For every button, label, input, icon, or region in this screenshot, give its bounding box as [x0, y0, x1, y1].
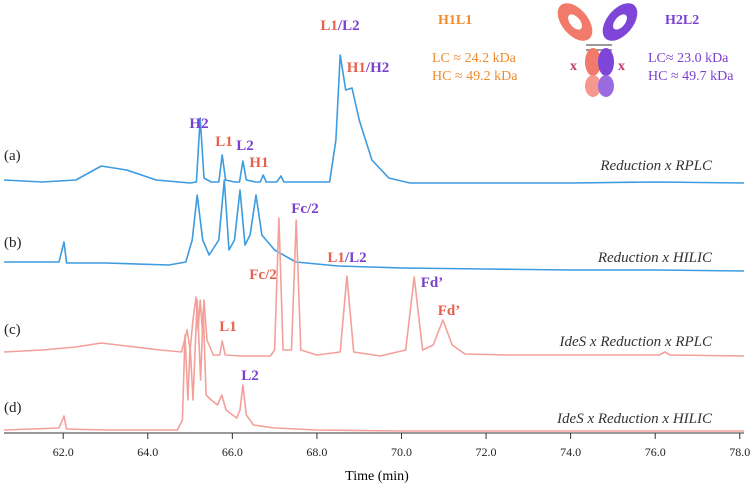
peak-label-part: / — [365, 60, 371, 76]
x-axis-label: Time (min) — [345, 469, 409, 484]
trace-label: (c) — [4, 322, 21, 338]
trace-label: (b) — [4, 235, 22, 251]
peak-label-part: L1 — [320, 18, 338, 34]
antibody-icon: x x — [557, 3, 638, 97]
peak-label-part: L1 — [215, 134, 233, 150]
inset-right-title: H2L2 — [665, 13, 699, 28]
peak-label-part: Fd’ — [438, 303, 461, 319]
trace-name: Reduction x HILIC — [597, 250, 713, 266]
x-tick-label: 70.0 — [391, 445, 412, 459]
peak-label-part: L2 — [342, 18, 360, 34]
peak-label: H1 — [249, 155, 268, 171]
peak-label-part: H1 — [249, 155, 268, 171]
peak-label-part: L2 — [236, 138, 254, 154]
peak-label: L2 — [241, 368, 259, 384]
peak-label: L2 — [236, 138, 254, 154]
trace-label: (a) — [4, 148, 21, 164]
inset-left-lc: LC ≈ 24.2 kDa — [432, 51, 517, 66]
inset-right-lc: LC≈ 23.0 kDa — [648, 51, 729, 66]
peak-label: L1/L2 — [327, 250, 366, 266]
trace-label: (d) — [4, 400, 22, 416]
svg-text:x: x — [570, 59, 577, 74]
x-tick-label: 76.0 — [645, 445, 666, 459]
peak-label: L1 — [215, 134, 233, 150]
trace — [4, 179, 745, 272]
x-tick-label: 64.0 — [137, 445, 158, 459]
trace-name: Reduction x RPLC — [599, 158, 713, 174]
peak-label-part: Fc/2 — [291, 201, 319, 217]
trace — [3, 217, 745, 357]
inset-left-hc: HC ≈ 49.2 kDa — [432, 69, 518, 84]
peak-label-part: L1 — [327, 250, 345, 266]
x-tick-label: 66.0 — [222, 445, 243, 459]
peak-label-part: L1 — [219, 319, 237, 335]
inset-right-hc: HC ≈ 49.7 kDa — [648, 69, 734, 84]
peak-label: L1/L2 — [320, 18, 359, 34]
peak-label-part: / — [344, 250, 350, 266]
trace-name: IdeS x Reduction x HILIC — [556, 411, 713, 427]
peak-label: Fd’ — [421, 275, 444, 291]
trace — [3, 299, 744, 432]
peak-label-part: H2 — [370, 60, 389, 76]
peak-label-part: L2 — [241, 368, 259, 384]
peak-label: Fc/2 — [249, 267, 277, 283]
peak-label-part: Fd’ — [421, 275, 444, 291]
peak-label: H1/H2 — [347, 60, 390, 76]
x-tick-label: 62.0 — [53, 445, 74, 459]
inset-left-title: H1L1 — [438, 13, 472, 28]
peak-label: H2 — [189, 116, 208, 132]
peak-label-part: / — [337, 18, 343, 34]
peak-label: Fd’ — [438, 303, 461, 319]
peak-label: Fc/2 — [291, 201, 319, 217]
trace — [3, 54, 745, 184]
x-tick-label: 72.0 — [476, 445, 497, 459]
trace-name: IdeS x Reduction x RPLC — [559, 334, 713, 350]
x-tick-label: 74.0 — [560, 445, 581, 459]
peak-label-part: Fc/2 — [249, 267, 277, 283]
x-tick-label: 68.0 — [306, 445, 327, 459]
svg-text:x: x — [618, 59, 625, 74]
peak-label-part: H2 — [189, 116, 208, 132]
peak-label-part: H1 — [347, 60, 366, 76]
x-tick-label: 78.0 — [729, 445, 750, 459]
peak-label: L1 — [219, 319, 237, 335]
peak-label-part: L2 — [349, 250, 367, 266]
